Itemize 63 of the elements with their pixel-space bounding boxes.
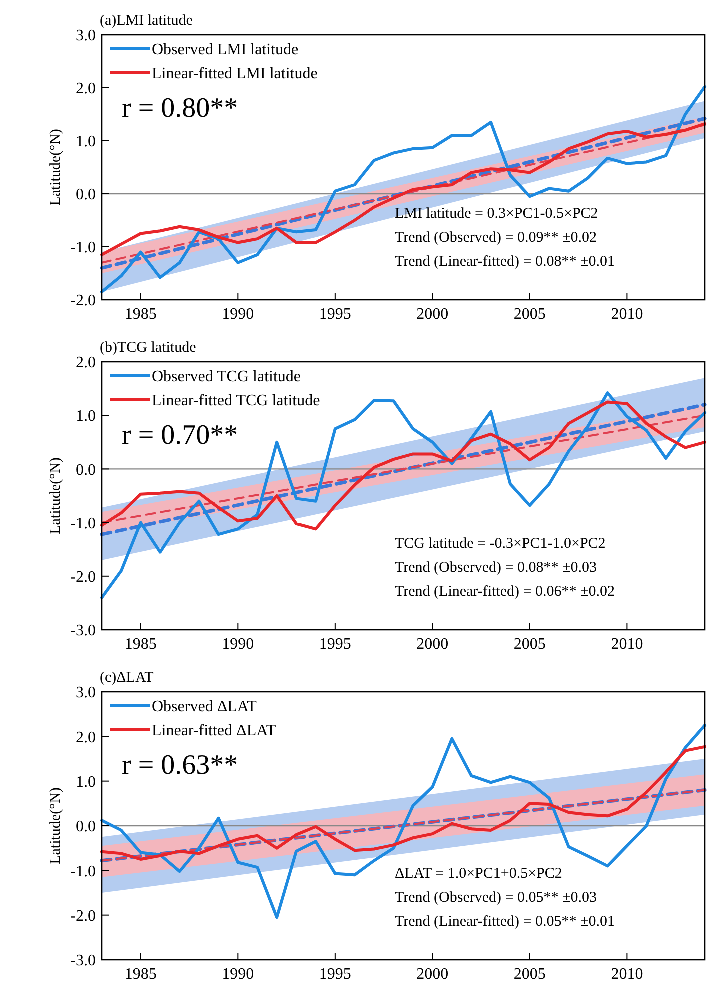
y-tick-label: -2.0 (70, 908, 96, 925)
y-tick-label: 3.0 (76, 28, 96, 45)
x-tick-label: 1990 (222, 966, 254, 983)
annotation: r = 0.63** (122, 750, 238, 781)
x-tick-label: 2010 (611, 966, 644, 983)
annotation: LMI latitude = 0.3×PC1-0.5×PC2 (395, 206, 598, 222)
y-axis-title: Latitude(°N) (48, 788, 64, 864)
y-tick-label: -1.0 (70, 515, 96, 532)
annotation: Trend (Linear-fitted) = 0.05** ±0.01 (395, 914, 615, 930)
y-tick-label: -2.0 (70, 569, 96, 586)
chart-title: (a)LMI latitude (100, 13, 194, 29)
annotation: r = 0.80** (122, 93, 238, 124)
legend-label: Observed TCG latitude (152, 368, 302, 386)
y-tick-label: 0.0 (76, 462, 96, 479)
y-tick-label: -1.0 (70, 863, 96, 880)
y-tick-label: 1.0 (76, 774, 96, 791)
y-tick-label: 0.0 (76, 818, 96, 836)
x-tick-label: 1985 (124, 636, 157, 653)
y-tick-label: 1.0 (76, 134, 96, 151)
legend-label: Observed LMI latitude (152, 42, 299, 59)
y-tick-label: -2.0 (70, 292, 96, 310)
y-tick-label: 2.0 (76, 80, 96, 98)
chart-title: (c)ΔLAT (100, 670, 154, 686)
chart-title: (b)TCG latitude (100, 340, 197, 356)
x-tick-label: 1985 (124, 966, 157, 983)
y-axis-title: Latitude(°N) (48, 458, 64, 534)
annotation: Trend (Observed) = 0.08** ±0.03 (395, 560, 597, 576)
y-tick-label: 1.0 (76, 408, 96, 426)
y-axis-title: Latitude(°N) (48, 129, 64, 206)
x-tick-label: 2005 (514, 636, 546, 653)
x-tick-label: 2000 (416, 966, 449, 983)
y-tick-label: 2.0 (76, 354, 96, 372)
y-tick-label: 0.0 (76, 186, 96, 204)
x-tick-label: 2000 (416, 636, 449, 653)
y-tick-label: -3.0 (70, 622, 96, 640)
line-series (100, 392, 706, 600)
x-tick-label: 1990 (222, 306, 254, 323)
y-tick-label: 3.0 (76, 684, 96, 702)
x-tick-label: 2000 (416, 306, 449, 323)
x-tick-label: 2005 (514, 306, 546, 323)
annotation: Trend (Observed) = 0.09** ±0.02 (395, 230, 597, 246)
legend-label: Linear-fitted TCG latitude (152, 392, 320, 410)
x-tick-label: 1995 (319, 636, 352, 653)
annotation: Trend (Linear-fitted) = 0.06** ±0.02 (395, 584, 615, 600)
legend-label: Observed ΔLAT (152, 698, 258, 716)
x-tick-label: 1995 (319, 306, 352, 323)
annotation: Trend (Observed) = 0.05** ±0.03 (395, 890, 597, 906)
y-tick-label: -1.0 (70, 240, 96, 257)
x-tick-label: 2005 (514, 966, 546, 983)
x-tick-label: 2010 (611, 636, 644, 653)
line-series (100, 745, 706, 861)
legend-label: Linear-fitted ΔLAT (152, 722, 276, 740)
y-tick-label: -3.0 (70, 952, 96, 970)
x-tick-label: 1990 (222, 636, 254, 653)
annotation: TCG latitude = -0.3×PC1-1.0×PC2 (395, 536, 606, 552)
y-tick-label: 2.0 (76, 729, 96, 746)
x-tick-label: 2010 (611, 306, 644, 323)
legend-label: Linear-fitted LMI latitude (152, 66, 318, 83)
annotation: Trend (Linear-fitted) = 0.08** ±0.01 (395, 254, 615, 270)
x-tick-label: 1985 (124, 306, 157, 323)
annotation: r = 0.70** (122, 420, 238, 451)
annotation: ΔLAT = 1.0×PC1+0.5×PC2 (395, 866, 562, 882)
x-tick-label: 1995 (319, 966, 352, 983)
